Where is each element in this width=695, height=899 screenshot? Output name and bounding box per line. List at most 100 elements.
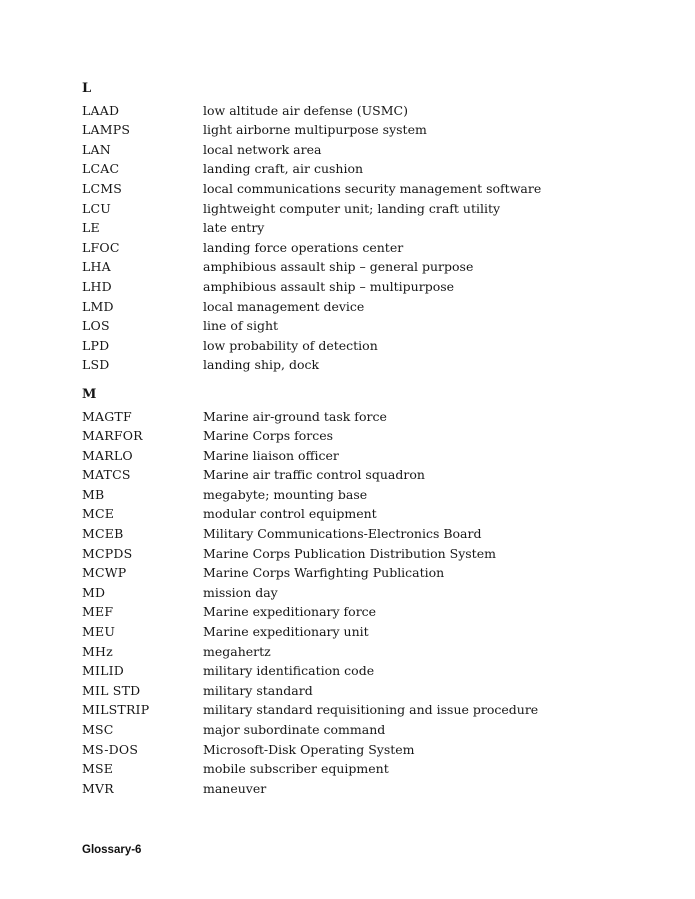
- abbreviation-cell: LPD: [82, 337, 110, 353]
- abbreviation-cell: MCWP: [82, 565, 127, 581]
- glossary-row: LHA amphibious assault ship – general pur…: [82, 257, 642, 277]
- definition-cell: mobile subscriber equipment: [203, 761, 389, 777]
- definition-cell: Marine liaison officer: [203, 447, 339, 463]
- glossary-row: MHz megahertz: [82, 642, 642, 662]
- abbreviation-cell: LMD: [82, 298, 114, 314]
- abbreviation-cell: MSE: [82, 761, 114, 777]
- glossary-row: MCEB Military Communications-Electronics …: [82, 524, 642, 544]
- definition-cell: lightweight computer unit; landing craft…: [203, 200, 501, 216]
- abbreviation-cell: MCPDS: [82, 545, 133, 561]
- glossary-row: LOS line of sight: [82, 316, 642, 336]
- abbreviation-cell: MIL STD: [82, 682, 141, 698]
- glossary-section-m: M MAGTF Marine air-ground task force MARFOR…: [82, 385, 642, 798]
- abbreviation-cell: LAN: [82, 141, 111, 157]
- glossary-row: LE late entry: [82, 218, 642, 238]
- glossary-section-l: L LAAD low altitude air defense (USMC) LAMP…: [82, 79, 642, 375]
- definition-cell: Marine air traffic control squadron: [203, 467, 425, 483]
- definition-cell: amphibious assault ship – multipurpose: [203, 278, 455, 294]
- definition-cell: major subordinate command: [203, 722, 386, 737]
- definition-cell: modular control equipment: [203, 506, 377, 522]
- definition-cell: mission day: [203, 584, 278, 600]
- abbreviation-cell: MSC: [82, 722, 114, 737]
- abbreviation-cell: LCAC: [82, 161, 120, 177]
- glossary-row: LCU lightweight computer unit; landing cr…: [82, 199, 642, 219]
- glossary-row: MCE modular control equipment: [82, 504, 642, 524]
- section-letter-heading: M: [82, 386, 97, 402]
- glossary-row: MCWP Marine Corps Warfighting Publication: [82, 563, 642, 583]
- abbreviation-cell: MD: [82, 584, 106, 600]
- definition-cell: Marine Corps Warfighting Publication: [203, 565, 445, 581]
- glossary-row: LHD amphibious assault ship – multipurpos…: [82, 277, 642, 297]
- glossary-row: MARLO Marine liaison officer: [82, 446, 642, 466]
- glossary-row: MD mission day: [82, 583, 642, 603]
- definition-cell: Marine Corps Publication Distribution Sy…: [203, 545, 496, 561]
- abbreviation-cell: LHA: [82, 259, 111, 275]
- definition-cell: Marine expeditionary force: [203, 604, 377, 620]
- definition-cell: maneuver: [203, 780, 267, 796]
- abbreviation-cell: LHD: [82, 278, 112, 294]
- glossary-row: MEF Marine expeditionary force: [82, 602, 642, 622]
- abbreviation-cell: LSD: [82, 357, 110, 373]
- glossary-row: LPD low probability of detection: [82, 336, 642, 356]
- definition-cell: local management device: [203, 298, 365, 314]
- definition-cell: late entry: [203, 220, 265, 236]
- definition-cell: military standard: [203, 682, 313, 698]
- glossary-row: LMD local management device: [82, 297, 642, 317]
- abbreviation-cell: MB: [82, 486, 105, 502]
- glossary-row: LCMS local communications security manage…: [82, 179, 642, 199]
- abbreviation-cell: MS-DOS: [82, 741, 139, 757]
- glossary-row: MIL STD military standard: [82, 681, 642, 701]
- abbreviation-cell: MARLO: [82, 447, 133, 463]
- abbreviation-cell: LFOC: [82, 239, 120, 255]
- glossary-row: MAGTF Marine air-ground task force: [82, 407, 642, 427]
- glossary-row: LAAD low altitude air defense (USMC): [82, 101, 642, 121]
- definition-cell: Military Communications-Electronics Boar…: [203, 526, 482, 542]
- abbreviation-cell: MCE: [82, 506, 115, 522]
- abbreviation-cell: MHz: [82, 643, 113, 659]
- abbreviation-cell: LAMPS: [82, 122, 131, 138]
- glossary-row: LCAC landing craft, air cushion: [82, 159, 642, 179]
- abbreviation-cell: MEU: [82, 624, 116, 640]
- definition-cell: military standard requisitioning and iss…: [203, 702, 539, 718]
- definition-cell: low probability of detection: [203, 337, 378, 353]
- abbreviation-cell: LOS: [82, 318, 110, 334]
- page-footer-label: Glossary-6: [82, 844, 142, 856]
- abbreviation-cell: MAGTF: [82, 408, 132, 424]
- glossary-row: MSE mobile subscriber equipment: [82, 759, 642, 779]
- abbreviation-cell: LE: [82, 220, 100, 236]
- abbreviation-cell: MATCS: [82, 467, 131, 483]
- glossary-row: LSD landing ship, dock: [82, 355, 642, 375]
- abbreviation-cell: MILID: [82, 663, 124, 679]
- glossary-row: MS-DOS Microsoft-Disk Operating System: [82, 740, 642, 760]
- glossary-row: MVR maneuver: [82, 779, 642, 799]
- definition-cell: light airborne multipurpose system: [203, 122, 427, 138]
- glossary-row: MILID military identification code: [82, 661, 642, 681]
- glossary-row: MEU Marine expeditionary unit: [82, 622, 642, 642]
- glossary-content: L LAAD low altitude air defense (USMC) LAMP…: [82, 79, 642, 808]
- definition-cell: local communications security management…: [203, 180, 542, 196]
- abbreviation-cell: MCEB: [82, 526, 124, 542]
- definition-cell: amphibious assault ship – general purpos…: [203, 259, 474, 275]
- definition-cell: Marine air-ground task force: [203, 408, 387, 424]
- abbreviation-cell: MEF: [82, 604, 114, 620]
- abbreviation-cell: MVR: [82, 780, 114, 796]
- section-letter-heading: L: [82, 81, 92, 96]
- definition-cell: Marine expeditionary unit: [203, 624, 369, 640]
- glossary-row: LFOC landing force operations center: [82, 238, 642, 258]
- definition-cell: landing force operations center: [203, 239, 404, 255]
- definition-cell: local network area: [203, 141, 322, 157]
- glossary-row: MILSTRIP military standard requisitioning…: [82, 700, 642, 720]
- definition-cell: megahertz: [203, 643, 271, 659]
- glossary-row: LAN local network area: [82, 140, 642, 160]
- definition-cell: megabyte; mounting base: [203, 486, 368, 502]
- glossary-row: MATCS Marine air traffic control squadron: [82, 465, 642, 485]
- definition-cell: military identification code: [203, 663, 375, 679]
- glossary-row: LAMPS light airborne multipurpose system: [82, 120, 642, 140]
- abbreviation-cell: MARFOR: [82, 428, 143, 444]
- definition-cell: landing ship, dock: [203, 357, 320, 373]
- definition-cell: Marine Corps forces: [203, 428, 334, 444]
- glossary-row: MARFOR Marine Corps forces: [82, 426, 642, 446]
- definition-cell: line of sight: [203, 318, 279, 334]
- glossary-row: MB megabyte; mounting base: [82, 485, 642, 505]
